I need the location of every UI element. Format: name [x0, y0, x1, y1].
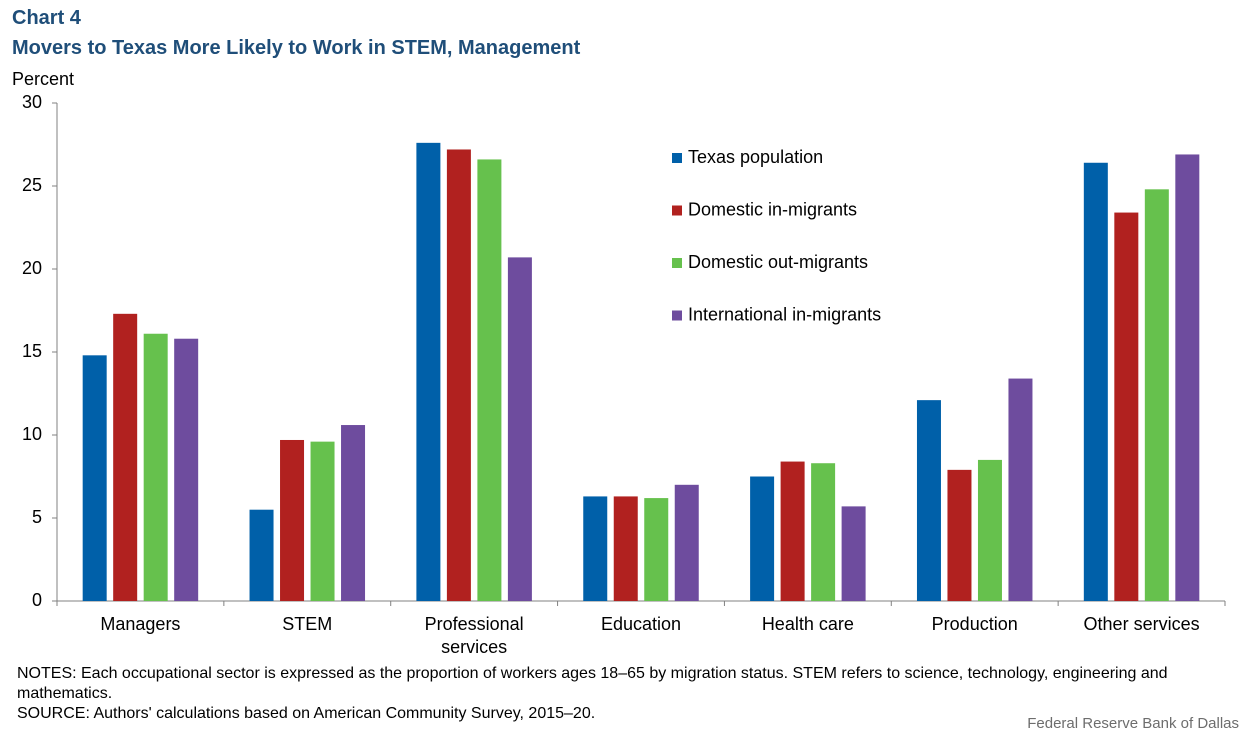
- bar: [841, 506, 866, 601]
- bar: [174, 338, 199, 601]
- bar: [811, 463, 836, 601]
- x-tick-label: Managers: [100, 614, 180, 634]
- y-tick-label: 20: [22, 258, 42, 278]
- bar: [674, 484, 699, 601]
- legend-swatch: [672, 153, 682, 163]
- bar: [446, 149, 471, 602]
- x-tick-label: Education: [601, 614, 681, 634]
- bar: [1008, 378, 1033, 601]
- x-tick-label: Production: [932, 614, 1018, 634]
- bar: [1083, 162, 1108, 601]
- chart-label: Chart 4: [12, 7, 82, 29]
- x-tick-label: Health care: [762, 614, 854, 634]
- bar: [583, 496, 608, 601]
- legend-label: Domestic in-migrants: [688, 199, 857, 219]
- bar: [977, 459, 1002, 601]
- bar: [113, 313, 138, 601]
- legend-swatch: [672, 310, 682, 321]
- y-axis-label: Percent: [12, 69, 74, 89]
- y-tick-label: 25: [22, 175, 42, 195]
- y-tick-label: 10: [22, 424, 42, 444]
- y-tick-label: 5: [32, 507, 42, 527]
- x-tick-label: STEM: [282, 614, 332, 634]
- bar: [507, 257, 532, 601]
- bar: [644, 498, 669, 601]
- bar: [916, 400, 941, 601]
- bar: [416, 142, 441, 601]
- credit: Federal Reserve Bank of Dallas: [1027, 715, 1239, 732]
- y-tick-label: 30: [22, 92, 42, 112]
- bar: [1144, 189, 1169, 601]
- bar: [477, 159, 502, 601]
- bar: [750, 476, 775, 601]
- bar: [1175, 154, 1200, 601]
- bar: [143, 333, 168, 601]
- bar: [1114, 212, 1139, 601]
- notes: NOTES: Each occupational sector is expre…: [17, 664, 1222, 724]
- y-tick-label: 0: [32, 590, 42, 610]
- bar: [780, 461, 805, 601]
- chart-title: Movers to Texas More Likely to Work in S…: [12, 37, 581, 59]
- legend-swatch: [672, 258, 682, 268]
- bar: [341, 425, 366, 601]
- bar: [280, 439, 305, 601]
- legend-label: International in-migrants: [688, 304, 881, 324]
- bar: [947, 469, 972, 601]
- x-tick-label: Professional services: [425, 614, 524, 657]
- legend-swatch: [672, 205, 682, 216]
- bar: [249, 509, 274, 601]
- legend-label: Domestic out-migrants: [688, 252, 868, 272]
- bar: [310, 441, 335, 601]
- bar: [613, 496, 638, 601]
- y-tick-label: 15: [22, 341, 42, 361]
- legend-label: Texas population: [688, 147, 823, 167]
- notes-text: NOTES: Each occupational sector is expre…: [17, 665, 1168, 702]
- source-text: SOURCE: Authors' calculations based on A…: [17, 705, 596, 722]
- x-tick-label: Other services: [1084, 614, 1200, 634]
- bar: [82, 355, 107, 601]
